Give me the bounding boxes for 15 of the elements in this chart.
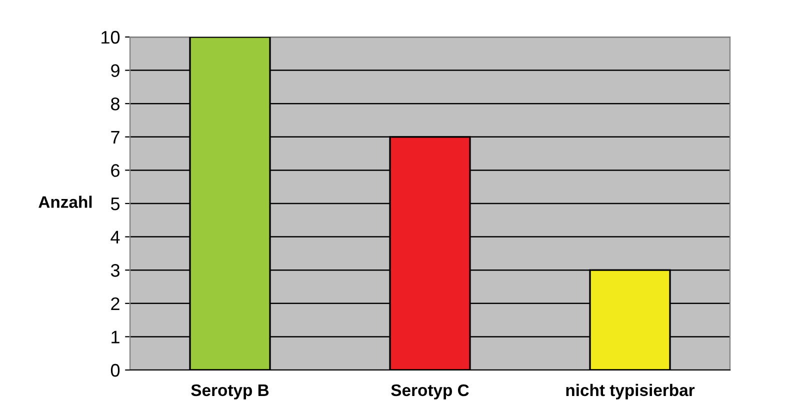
- y-tick-label: 4: [110, 230, 120, 244]
- y-tick-label: 5: [110, 198, 120, 210]
- x-tick-label: Serotyp B: [191, 384, 269, 400]
- x-tick-label: nicht typisierbar: [566, 384, 695, 400]
- y-axis-title: Anzahl: [38, 196, 92, 208]
- y-tick-label: 3: [110, 264, 120, 277]
- y-tick-label: 8: [111, 98, 120, 110]
- y-tick-label: 7: [111, 131, 120, 144]
- y-tick-label: 2: [111, 297, 120, 310]
- x-tick-label: Serotyp C: [391, 384, 469, 400]
- y-tick-label: 1: [112, 330, 120, 344]
- y-tick-label: 9: [111, 64, 120, 78]
- y-tick-label: 6: [111, 164, 120, 177]
- y-tick-label: 10: [102, 30, 120, 44]
- y-tick-label: 0: [110, 364, 120, 377]
